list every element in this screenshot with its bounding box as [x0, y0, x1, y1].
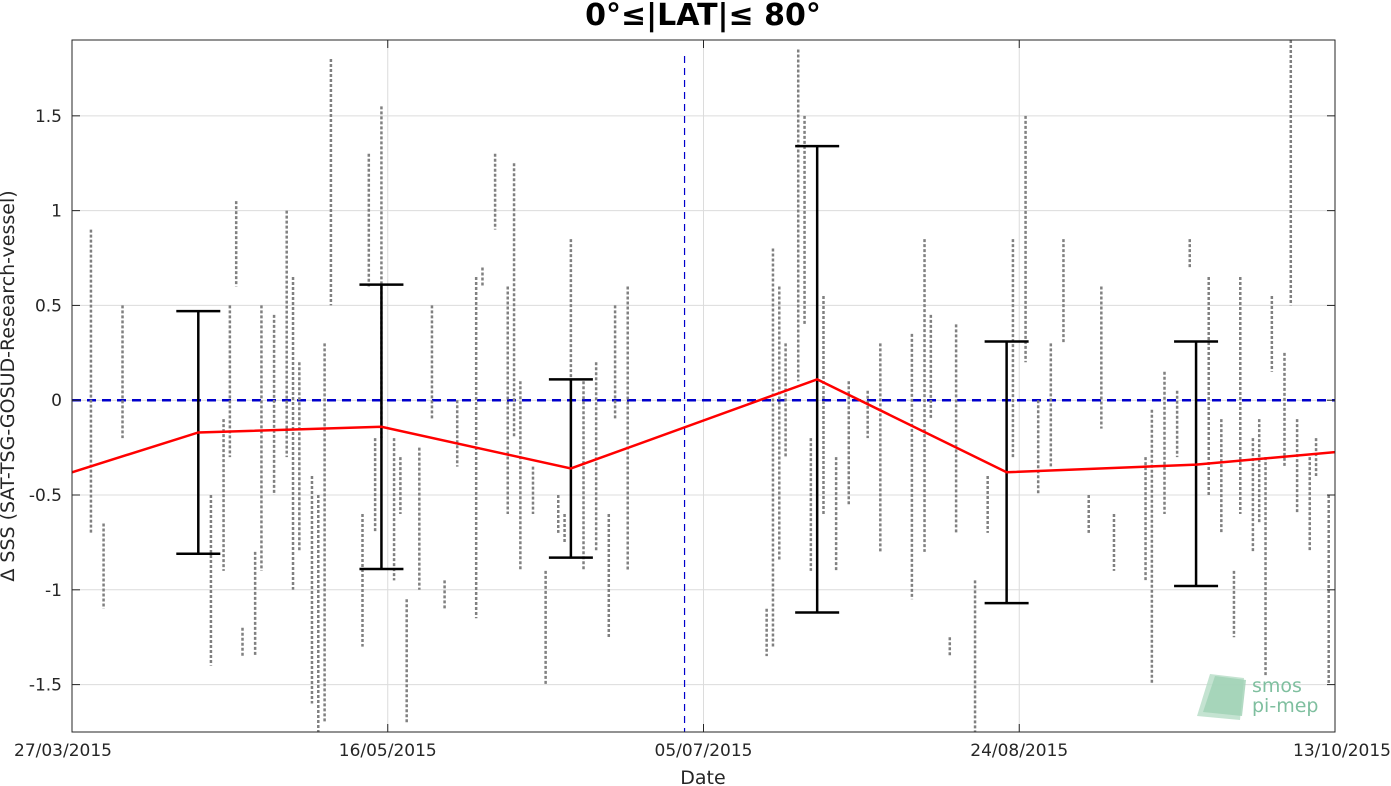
y-tick-label: -0.5 [29, 486, 62, 506]
data-points [89, 40, 1330, 732]
x-tick-label: 24/08/2015 [970, 741, 1068, 761]
x-tick-label: 05/07/2015 [655, 741, 753, 761]
logo-text-pimep: pi-mep [1252, 695, 1318, 717]
y-tick-label: 0.5 [35, 296, 62, 316]
chart-title: 0°≤|LAT|≤ 80° [585, 0, 821, 33]
mean-line [72, 378, 1335, 474]
y-tick-label: -1.5 [29, 676, 62, 696]
x-axis-label: Date [680, 767, 725, 786]
x-tick-label: 16/05/2015 [339, 741, 437, 761]
y-tick-label: 0 [51, 391, 62, 411]
logo-text-smos: smos [1252, 675, 1302, 697]
x-tick-label: 27/03/2015 [14, 741, 112, 761]
smos-pimep-logo: smos pi-mep [1197, 674, 1318, 720]
x-axis: 27/03/2015 16/05/2015 05/07/2015 24/08/2015… [14, 40, 1391, 761]
y-axis-label: Δ SSS (SAT-TSG-GOSUD-Research-vessel) [0, 190, 19, 581]
x-tick-label: 13/10/2015 [1293, 741, 1391, 761]
logo-layer-2 [1203, 676, 1246, 716]
mean-series-line [72, 378, 1335, 474]
y-axis: -1.5 -1 -0.5 0 0.5 1 1.5 [29, 107, 1335, 696]
y-tick-label: -1 [45, 581, 62, 601]
y-tick-label: 1.5 [35, 107, 62, 127]
y-tick-label: 1 [51, 202, 62, 222]
reference-lines [72, 56, 1335, 732]
